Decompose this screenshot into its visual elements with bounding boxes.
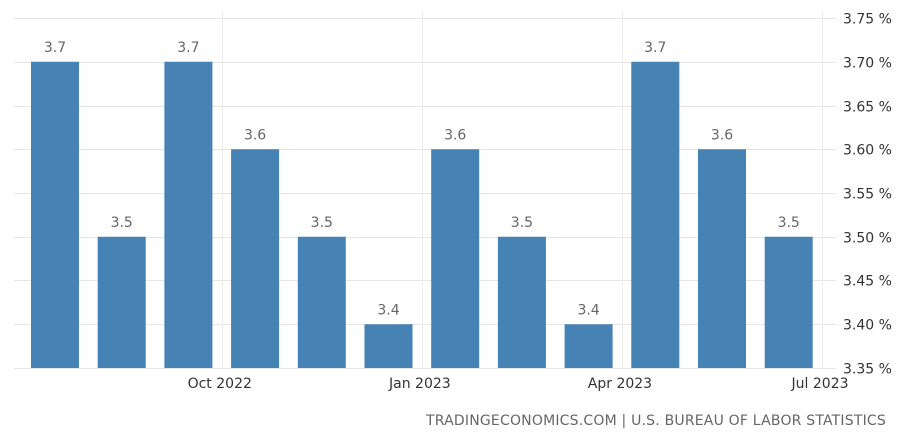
data-labels: 3.7 3.5 3.7 3.6 3.5 3.4 3.6 3.5 3.4 3.7 3.6 3.5 [44,40,800,319]
y-tick-label: 3.70 % [843,56,892,72]
data-label: 3.6 [444,127,466,143]
bar [564,324,613,368]
x-tick-label: Apr 2023 [588,376,652,392]
source-attribution: TRADINGECONOMICS.COM | U.S. BUREAU OF LA… [426,413,886,429]
y-axis: 3.35 % 3.40 % 3.45 % 3.50 % 3.55 % 3.60 % 3.65… [843,12,892,378]
bar [698,149,746,368]
data-label: 3.5 [511,215,533,231]
bar [364,324,413,368]
bar [297,236,346,368]
bar [31,61,79,368]
grid-lines [14,10,836,369]
bar [431,149,480,368]
y-tick-label: 3.35 % [843,362,892,378]
y-tick-label: 3.55 % [843,187,892,203]
bar [164,61,213,368]
y-tick-label: 3.65 % [843,100,892,116]
x-tick-label: Jul 2023 [791,376,849,392]
y-tick-label: 3.40 % [843,318,892,334]
data-label: 3.4 [577,302,599,318]
bar [631,61,680,368]
data-label: 3.7 [644,40,666,56]
data-label: 3.6 [711,127,733,143]
bar [231,149,280,368]
data-label: 3.7 [177,40,199,56]
data-label: 3.7 [44,40,66,56]
x-tick-label: Jan 2023 [388,376,451,392]
data-label: 3.5 [778,215,800,231]
y-tick-label: 3.75 % [843,12,892,28]
x-tick-label: Oct 2022 [188,376,252,392]
y-tick-label: 3.60 % [843,143,892,159]
bars [31,61,813,368]
y-tick-label: 3.45 % [843,274,892,290]
bar [764,236,813,368]
y-tick-label: 3.50 % [843,231,892,247]
bar [497,236,546,368]
data-label: 3.4 [377,302,399,318]
bar [97,236,146,368]
x-axis: Oct 2022 Jan 2023 Apr 2023 Jul 2023 [188,376,849,392]
data-label: 3.6 [244,127,266,143]
data-label: 3.5 [111,215,133,231]
data-label: 3.5 [311,215,333,231]
